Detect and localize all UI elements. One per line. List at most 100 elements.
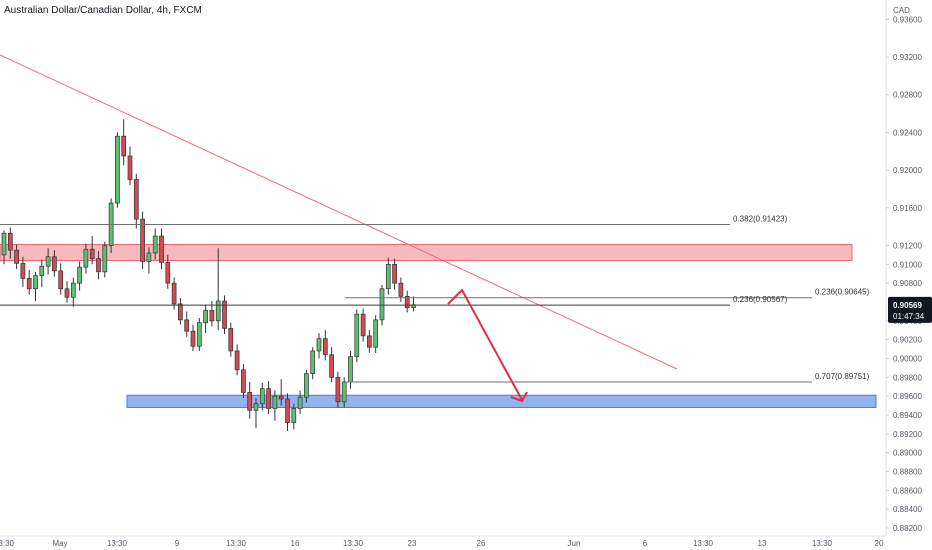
x-tick-label: 13:30 (226, 539, 247, 548)
countdown-label: 01:47:34 (893, 312, 925, 321)
candle-body (253, 403, 259, 411)
candle-body (247, 392, 253, 411)
y-tick-label: 0.90000 (893, 355, 922, 364)
x-tick-label: 16 (291, 539, 300, 548)
candle-body (259, 388, 265, 405)
candle-body (96, 258, 101, 273)
candle (146, 247, 152, 274)
currency-label: CAD (893, 6, 910, 15)
candle (14, 244, 19, 270)
candle (385, 257, 391, 295)
fib-level-label: 0.707(0.89751) (815, 372, 870, 381)
candle (77, 261, 82, 291)
y-tick-label: 0.89000 (893, 449, 922, 458)
candle (278, 379, 284, 406)
x-tick-label: 13:30 (107, 539, 128, 548)
candle (392, 258, 397, 290)
x-tick-label: 13:30 (0, 539, 15, 548)
candle-body (272, 395, 278, 409)
y-tick-label: 0.88200 (893, 524, 922, 533)
candle (1, 230, 7, 265)
candle (33, 271, 38, 302)
x-tick-label: 13:30 (693, 539, 714, 548)
zones-layer (0, 244, 877, 408)
candle (228, 322, 234, 357)
candle (322, 330, 328, 361)
y-tick-label: 0.91200 (893, 241, 922, 250)
candle-body (203, 310, 208, 324)
candle-body (304, 373, 309, 398)
candle (133, 173, 139, 229)
x-tick-label: 23 (408, 539, 417, 548)
candle (348, 350, 353, 389)
last-price-tag: 0.90569 01:47:34 (888, 296, 932, 323)
support-zone[interactable] (126, 394, 877, 408)
candle (373, 315, 379, 353)
candle (171, 277, 177, 310)
price-axis[interactable]: CAD 0.93600 0.93200 0.92800 0.92400 0.92000 0… (885, 0, 922, 536)
candle (7, 227, 13, 259)
candle-body (70, 282, 76, 298)
candle-body (329, 354, 334, 378)
arrow-head (510, 391, 528, 403)
candle-body (222, 300, 227, 329)
x-tick-label: 13:30 (812, 539, 833, 548)
candle (89, 236, 95, 265)
y-tick-label: 0.91000 (893, 260, 922, 269)
candle-body (285, 398, 290, 423)
candle (285, 393, 290, 432)
candle-body (291, 408, 297, 423)
x-tick-label: 9 (175, 539, 180, 548)
candle-body (184, 319, 190, 332)
candle-body (360, 313, 366, 337)
candle-body (310, 350, 316, 374)
candle (190, 324, 196, 351)
y-tick-label: 0.93600 (893, 15, 922, 24)
candle-body (278, 395, 284, 400)
candle-body (159, 235, 164, 263)
candle-body (385, 263, 391, 290)
candle-body (404, 295, 410, 308)
candle-body (14, 249, 19, 264)
y-tick-label: 0.92800 (893, 91, 922, 100)
candle (108, 198, 114, 253)
candle-body (152, 235, 158, 254)
candle-body (165, 262, 171, 284)
candle-body (89, 248, 95, 259)
candle-body (64, 288, 70, 298)
candle-body (373, 319, 379, 348)
trend-line[interactable] (0, 54, 678, 370)
candle (367, 330, 372, 353)
candle (247, 382, 253, 419)
candle (253, 398, 259, 429)
candle (165, 254, 171, 289)
candle (259, 382, 265, 411)
y-tick-label: 0.91600 (893, 204, 922, 213)
candle (39, 259, 45, 287)
x-tick-label: May (52, 539, 67, 548)
candle (266, 381, 271, 415)
y-tick-label: 0.92000 (893, 166, 922, 175)
candle (121, 119, 127, 166)
candle (354, 309, 360, 363)
time-axis[interactable]: 13:30 May 13:30 9 13:30 16 13:30 23 26 Jun 6 13:30 1… (0, 535, 886, 548)
candle-body (39, 265, 45, 276)
y-tick-label: 0.90800 (893, 279, 922, 288)
candle (203, 304, 208, 334)
drawings-layer: 0.382(0.91423) 0.236(0.90645) 0.236(0.9056… (0, 54, 870, 403)
candle-body (127, 155, 133, 180)
candle-body (45, 256, 51, 267)
candle-body (241, 369, 246, 393)
candle (20, 256, 26, 287)
candle-body (266, 388, 271, 409)
candle (127, 146, 133, 186)
candle (360, 308, 366, 342)
candle (64, 281, 70, 303)
candle (159, 228, 164, 270)
candle-body (341, 381, 347, 403)
projection-arrow[interactable] (447, 288, 523, 401)
candle-body (121, 135, 127, 157)
candle (272, 390, 278, 421)
candle-body (398, 282, 404, 297)
